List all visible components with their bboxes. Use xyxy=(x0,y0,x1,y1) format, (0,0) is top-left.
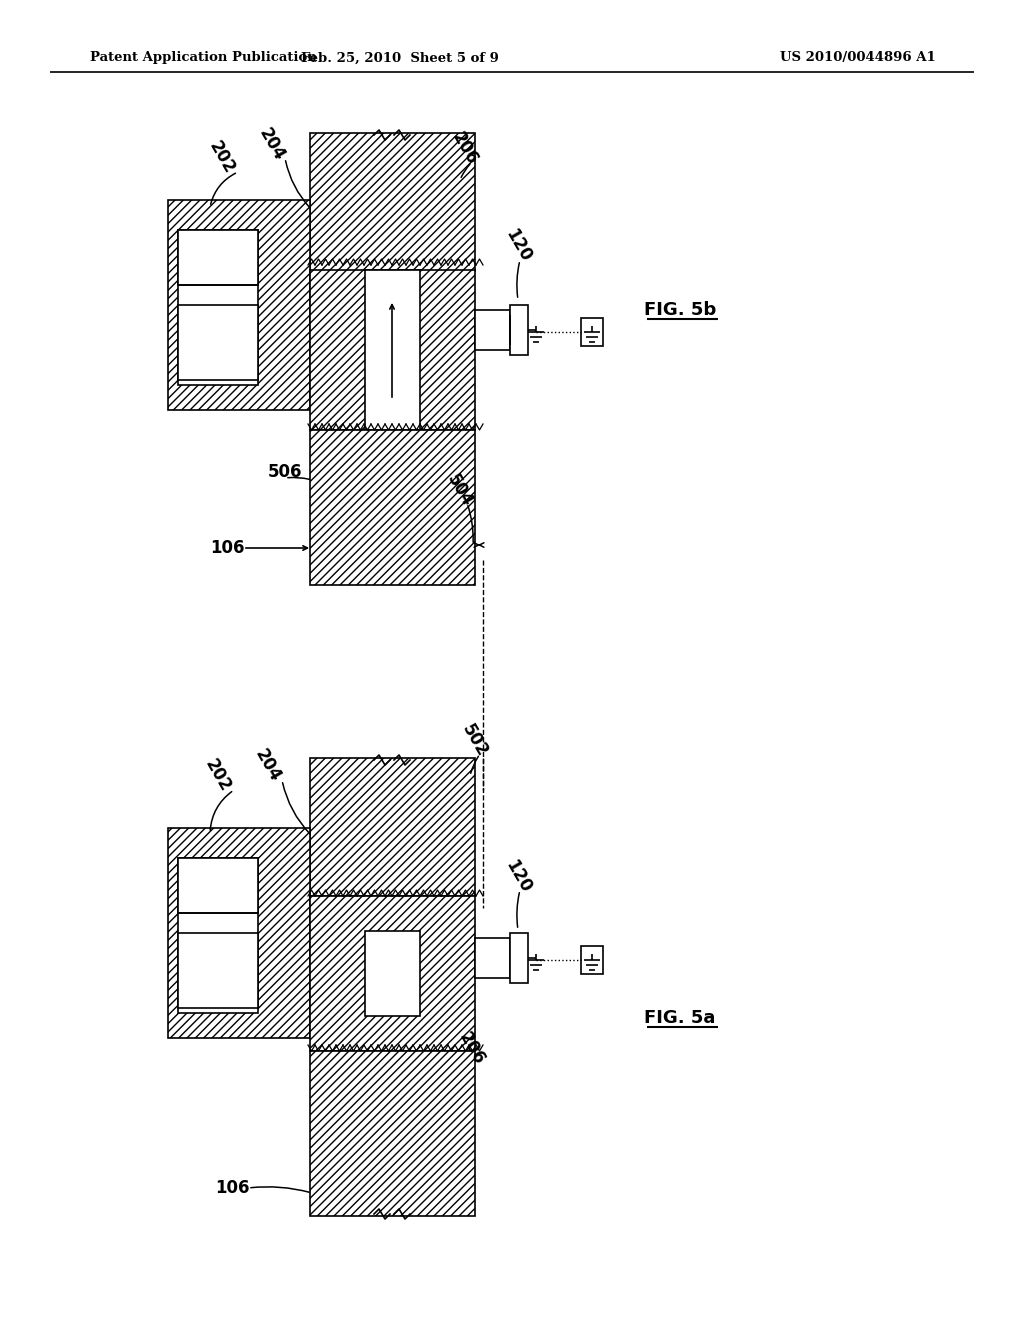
Bar xyxy=(365,931,420,1016)
Bar xyxy=(365,271,420,430)
Bar xyxy=(178,858,258,913)
Text: 504: 504 xyxy=(443,470,476,510)
Bar xyxy=(310,430,475,585)
Bar xyxy=(178,305,258,380)
Bar xyxy=(178,933,258,1008)
Text: 206: 206 xyxy=(456,1028,488,1068)
Text: FIG. 5b: FIG. 5b xyxy=(644,301,716,319)
Text: Feb. 25, 2010  Sheet 5 of 9: Feb. 25, 2010 Sheet 5 of 9 xyxy=(301,51,499,65)
Text: Patent Application Publication: Patent Application Publication xyxy=(90,51,316,65)
Bar xyxy=(475,310,510,350)
Text: 120: 120 xyxy=(502,857,535,895)
Bar xyxy=(510,305,528,355)
Text: 202: 202 xyxy=(206,139,239,178)
Bar xyxy=(168,201,310,411)
Bar xyxy=(310,758,475,896)
Text: 506: 506 xyxy=(268,463,302,480)
Bar xyxy=(168,828,310,1038)
Text: 206: 206 xyxy=(449,128,481,168)
Bar xyxy=(310,896,475,1051)
Bar xyxy=(178,230,258,385)
Text: 106: 106 xyxy=(215,1179,250,1197)
Bar xyxy=(510,933,528,983)
Text: 502: 502 xyxy=(459,721,492,759)
Text: 202: 202 xyxy=(202,756,234,796)
Bar xyxy=(475,939,510,978)
Text: 120: 120 xyxy=(502,226,535,264)
Bar xyxy=(581,946,603,974)
Bar xyxy=(581,318,603,346)
Text: FIG. 5a: FIG. 5a xyxy=(644,1008,716,1027)
Bar xyxy=(310,1051,475,1216)
Bar xyxy=(310,133,475,271)
Text: 106: 106 xyxy=(210,539,245,557)
Bar xyxy=(178,858,258,1012)
Text: 204: 204 xyxy=(256,125,289,165)
Bar xyxy=(310,271,475,430)
Text: US 2010/0044896 A1: US 2010/0044896 A1 xyxy=(780,51,936,65)
Bar xyxy=(178,230,258,285)
Text: 204: 204 xyxy=(252,746,285,785)
